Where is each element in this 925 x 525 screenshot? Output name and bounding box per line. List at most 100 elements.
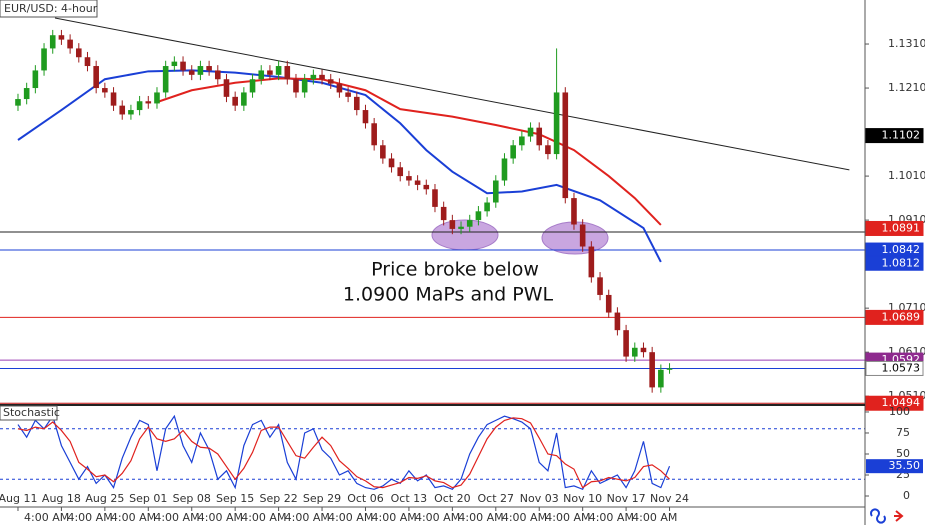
candle-body xyxy=(84,57,91,67)
candle-body xyxy=(406,176,412,181)
annotation: 1.0900 MaPs and PWL xyxy=(343,284,554,306)
link-icon[interactable] xyxy=(870,508,886,524)
arrow-icon[interactable] xyxy=(894,510,904,522)
candle-body xyxy=(301,79,308,93)
candle-body xyxy=(162,66,169,93)
x-tick-label: Sep 22 xyxy=(259,492,297,505)
candle-body xyxy=(249,79,256,93)
candle-body xyxy=(267,70,273,75)
candle-body xyxy=(15,99,21,106)
price-label: 1.0842 xyxy=(882,243,921,256)
candle-body xyxy=(388,158,395,168)
candle-body xyxy=(180,61,186,71)
x-tick-label: Nov 17 xyxy=(607,492,646,505)
candle-body xyxy=(658,369,664,388)
price-label-box xyxy=(865,255,924,271)
candle-body xyxy=(102,88,108,93)
candle-body xyxy=(188,70,195,75)
highlight-ellipse xyxy=(431,219,499,251)
candle-body xyxy=(423,184,430,190)
candle-body xyxy=(666,368,673,370)
candle-body xyxy=(284,66,291,80)
x-tick-label: Aug 11 xyxy=(0,492,37,505)
price-label: 1.0573 xyxy=(882,361,921,374)
candle-body xyxy=(49,35,56,49)
price-label: 1.0689 xyxy=(882,310,921,323)
pane-title: Stochastic xyxy=(3,406,60,419)
time-tick-label: 4:00 AM xyxy=(328,511,373,524)
candle-body xyxy=(319,74,325,80)
y-tick-label: 1.1310 xyxy=(888,37,925,50)
candle-body xyxy=(371,123,377,146)
x-tick-label: Nov 03 xyxy=(520,492,559,505)
time-tick-label: 4:00 AM xyxy=(241,511,286,524)
candle-body xyxy=(519,136,525,146)
candle-body xyxy=(397,167,404,177)
candle-body xyxy=(23,88,30,100)
candle-body xyxy=(597,277,603,295)
candle-body xyxy=(58,35,65,40)
candle-body xyxy=(562,92,569,199)
candle-body xyxy=(67,39,73,49)
candle-body xyxy=(640,347,647,353)
price-label-box xyxy=(865,395,924,411)
candle-body xyxy=(458,226,464,229)
time-tick-label: 4:00 AM xyxy=(67,511,112,524)
time-tick-label: 4:00 AM xyxy=(502,511,547,524)
stochastic-line xyxy=(17,417,670,489)
annotation: Price broke below xyxy=(371,259,539,281)
candle-body xyxy=(197,66,204,75)
x-tick-label: Sep 29 xyxy=(303,492,341,505)
candle-body xyxy=(449,220,456,229)
candle-body xyxy=(588,246,595,278)
x-tick-label: Sep 01 xyxy=(129,492,167,505)
candle-body xyxy=(110,92,117,106)
time-tick-label: 4:00 AM xyxy=(154,511,199,524)
candle-body xyxy=(93,66,99,89)
candle-body xyxy=(32,70,39,89)
candle-body xyxy=(171,61,178,67)
x-tick-label: Sep 15 xyxy=(216,492,254,505)
price-label-box xyxy=(865,220,924,236)
candle-body xyxy=(223,79,230,97)
plot-layer xyxy=(0,17,865,491)
y-tick-label: 1.1010 xyxy=(888,169,925,182)
candle-body xyxy=(432,189,438,207)
candle-body xyxy=(327,79,334,84)
candle-body xyxy=(293,79,299,93)
price-label: 1.1102 xyxy=(882,129,921,142)
candle-body xyxy=(545,145,551,155)
value-label-box xyxy=(866,459,923,474)
candle-body xyxy=(605,294,612,313)
toolbar-icons[interactable] xyxy=(870,508,904,524)
candle-body xyxy=(414,180,421,185)
x-tick-label: Nov 24 xyxy=(650,492,689,505)
highlight-ellipse xyxy=(541,221,609,255)
chart-title: EUR/USD: 4-hour xyxy=(4,2,98,15)
title-box xyxy=(0,0,98,18)
candle-body xyxy=(154,92,160,104)
candle-body xyxy=(136,101,143,111)
value-label: 35.50 xyxy=(889,459,921,472)
y-tick-label: 0 xyxy=(903,489,910,502)
candle-body xyxy=(41,48,47,71)
candle-body xyxy=(128,110,134,115)
x-tick-label: Nov 10 xyxy=(563,492,602,505)
price-label-box xyxy=(865,128,924,144)
price-label: 1.0494 xyxy=(882,396,921,409)
time-tick-label: 4:00 AM xyxy=(24,511,69,524)
time-tick-label: 4:00 AM xyxy=(198,511,243,524)
x-tick-label: Oct 27 xyxy=(478,492,515,505)
price-label: 1.0891 xyxy=(882,221,921,234)
candle-body xyxy=(275,66,282,75)
candle-body xyxy=(571,198,577,225)
candle-body xyxy=(484,202,490,212)
y-tick-label: 1.1210 xyxy=(888,81,925,94)
price-label-box xyxy=(865,360,924,376)
candle-body xyxy=(501,158,508,181)
candle-body xyxy=(206,66,212,71)
candle-body xyxy=(310,74,317,80)
candle-body xyxy=(440,206,447,221)
